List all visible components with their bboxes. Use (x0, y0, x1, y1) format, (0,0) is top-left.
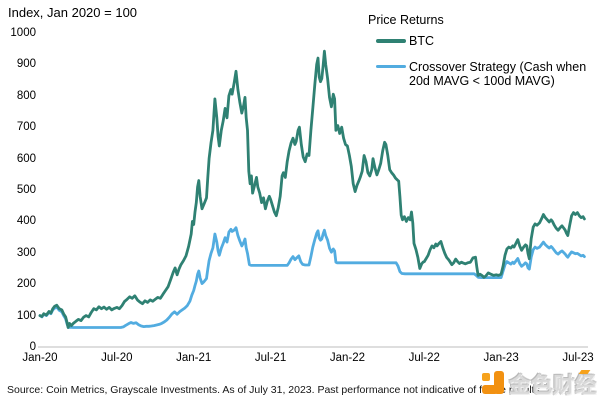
btc-line-swatch-icon (376, 39, 406, 43)
legend-label-btc: BTC (409, 34, 434, 48)
legend-label-crossover-strategy: Crossover Strategy (Cash when 20d MAVG <… (409, 59, 587, 89)
legend-title: Price Returns (368, 13, 444, 27)
x-tick-label: Jan-22 (329, 352, 365, 364)
x-tick-label: Jul-20 (101, 352, 133, 364)
golden-finance-logo-icon (481, 370, 506, 398)
y-tick-label: 200 (16, 278, 36, 291)
y-tick-label: 600 (16, 152, 36, 165)
y-tick-label: 400 (16, 215, 36, 228)
watermark-text: 金色财经 (509, 374, 597, 397)
crossover-line-swatch-icon (376, 64, 406, 68)
golden-finance-watermark: 金色财经 (481, 367, 597, 401)
x-tick-label: Jan-21 (176, 352, 212, 364)
legend-item-btc: BTC (368, 34, 593, 49)
x-tick-label: Jul-23 (562, 352, 594, 364)
y-tick-label: 1000 (10, 27, 36, 39)
x-tick-label: Jan-23 (483, 352, 519, 364)
y-tick-label: 900 (16, 58, 36, 71)
y-tick-label: 700 (16, 121, 36, 134)
chart-line-crossover-strategy (38, 226, 586, 329)
x-tick-label: Jan-20 (22, 352, 58, 364)
chart-line-btc (38, 49, 586, 329)
y-tick-label: 500 (16, 184, 36, 196)
source-note: Source: Coin Metrics, Grayscale Investme… (7, 384, 543, 396)
chart-title: Index, Jan 2020 = 100 (8, 5, 138, 20)
y-tick-label: 100 (16, 309, 36, 322)
y-tick-label: 0 (29, 341, 36, 353)
legend-item-crossover-strategy: Crossover Strategy (Cash when 20d MAVG <… (368, 60, 593, 89)
x-tick-label: Jul-21 (254, 352, 287, 364)
legend: Price Returns BTC Crossover Strategy (Ca… (368, 13, 593, 100)
y-tick-label: 800 (16, 89, 36, 102)
y-tick-label: 300 (16, 246, 36, 259)
x-tick-label: Jul-22 (408, 352, 440, 364)
